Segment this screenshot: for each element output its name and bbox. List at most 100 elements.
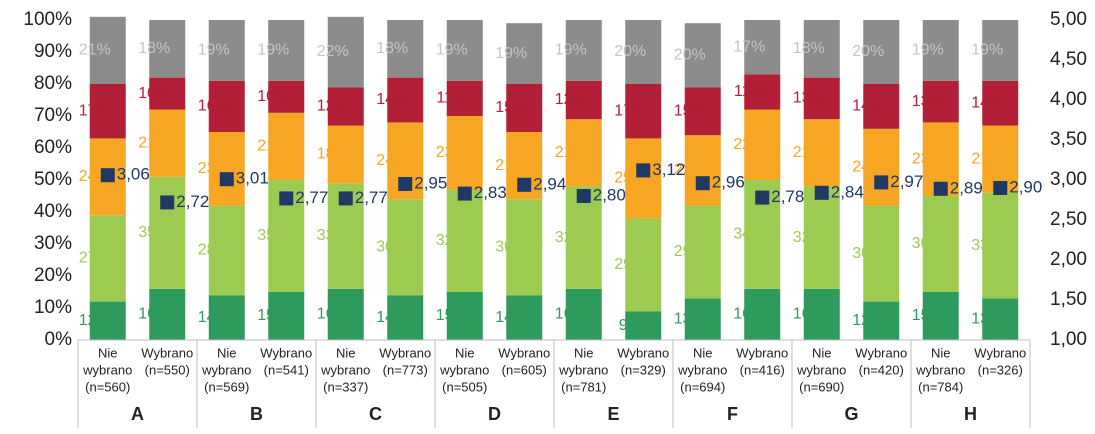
x-tick-label: (n=416): [740, 362, 785, 377]
mean-label: 2,94: [533, 174, 566, 193]
mean-label: 2,97: [890, 172, 923, 191]
y2-tick-label: 1,50: [1050, 289, 1087, 310]
segment-label: 19%: [555, 42, 587, 59]
y2-tick-label: 3,00: [1050, 169, 1087, 190]
y-tick-label: 100%: [23, 9, 72, 30]
bar-segment: [446, 116, 483, 190]
segment-label: 14%: [852, 98, 884, 115]
segment-label: 23%: [436, 144, 468, 161]
segment-label: 35%: [138, 224, 170, 241]
bar-segment: [922, 196, 959, 292]
segment-label: 21%: [555, 144, 587, 161]
bar-segment: [863, 20, 900, 84]
mean-marker: [755, 190, 770, 205]
segment-label: 30%: [495, 238, 527, 255]
segment-label: 15%: [912, 307, 944, 324]
bar-segment: [89, 301, 126, 340]
segment-label: 29%: [674, 243, 706, 260]
bar-segment: [506, 84, 543, 132]
bar-segment: [268, 112, 305, 180]
mean-label: 3,06: [117, 165, 150, 184]
segment-label: 19%: [971, 42, 1003, 59]
bar-segment: [89, 84, 126, 139]
group-label: H: [964, 404, 977, 424]
group-label: D: [488, 404, 501, 424]
bar-segment: [208, 295, 245, 340]
x-tick-label: wybrano: [201, 362, 251, 377]
segment-label: 16%: [555, 306, 587, 323]
y-tick-label: 50%: [34, 169, 72, 190]
segment-label: 32%: [793, 229, 825, 246]
x-tick-label: wybrano: [558, 362, 608, 377]
segment-label: 16%: [317, 306, 349, 323]
segment-label: 15%: [257, 307, 289, 324]
bar-segment: [803, 77, 840, 120]
segment-label: 15%: [495, 99, 527, 116]
bar-segment: [565, 288, 602, 340]
segment-label: 32%: [555, 229, 587, 246]
bar-segment: [684, 205, 721, 299]
x-tick-label: Nie: [455, 345, 475, 360]
bar-segment: [982, 192, 1019, 299]
segment-label: 16%: [198, 98, 230, 115]
segment-label: 29%: [614, 256, 646, 273]
x-tick-label: (n=329): [621, 362, 666, 377]
bar-segment: [684, 23, 721, 88]
mean-label: 2,96: [712, 173, 745, 192]
group-label: A: [131, 404, 144, 424]
y-tick-label: 0%: [45, 329, 73, 350]
bar-segment: [684, 298, 721, 340]
bar-segment: [387, 199, 424, 296]
segment-label: 11%: [734, 83, 765, 100]
segment-label: 22%: [317, 43, 349, 60]
bar-segment: [149, 288, 186, 340]
segment-label: 17%: [79, 102, 111, 119]
mean-label: 2,83: [474, 183, 507, 202]
y-tick-label: 90%: [34, 41, 72, 62]
segment-label: 19%: [436, 42, 468, 59]
segment-label: 34%: [733, 226, 765, 243]
x-tick-label: (n=337): [323, 379, 368, 394]
x-tick-label: Nie: [217, 345, 237, 360]
bar-segment: [89, 215, 126, 302]
segment-label: 22%: [674, 162, 706, 179]
y-tick-label: 20%: [34, 265, 72, 286]
segment-label: 15%: [674, 102, 706, 119]
mean-label: 2,77: [355, 188, 388, 207]
y2-tick-label: 4,50: [1050, 49, 1087, 70]
mean-label: 2,77: [295, 188, 328, 207]
bar-segment: [506, 199, 543, 296]
y-tick-label: 40%: [34, 201, 72, 222]
segment-label: 16%: [793, 306, 825, 323]
bar-segment: [922, 20, 959, 81]
x-tick-label: Nie: [931, 345, 951, 360]
x-tick-label: (n=326): [978, 362, 1023, 377]
mean-marker: [874, 175, 889, 190]
segment-label: 10%: [138, 85, 170, 102]
x-tick-label: Nie: [574, 345, 594, 360]
bar-segment: [922, 292, 959, 340]
x-tick-label: wybrano: [320, 362, 370, 377]
bar-segment: [863, 84, 900, 129]
bar-segment: [89, 16, 126, 84]
x-tick-label: wybrano: [677, 362, 727, 377]
segment-label: 19%: [495, 45, 527, 62]
segment-label: 30%: [912, 235, 944, 252]
segment-label: 16%: [733, 306, 765, 323]
bar-segment: [565, 20, 602, 81]
segment-label: 16%: [138, 306, 170, 323]
x-tick-label: Nie: [336, 345, 356, 360]
bar-segment: [446, 80, 483, 116]
segment-label: 10%: [257, 88, 289, 105]
mean-label: 2,78: [771, 187, 804, 206]
segment-label: 19%: [912, 42, 944, 59]
mean-marker: [933, 181, 948, 196]
bar-segment: [268, 292, 305, 340]
segment-label: 19%: [257, 42, 289, 59]
mean-label: 2,95: [414, 173, 447, 192]
bar-segment: [506, 23, 543, 84]
mean-marker: [338, 191, 353, 206]
y2-tick-label: 5,00: [1050, 9, 1087, 30]
x-tick-label: (n=420): [859, 362, 904, 377]
bar-segment: [446, 189, 483, 292]
